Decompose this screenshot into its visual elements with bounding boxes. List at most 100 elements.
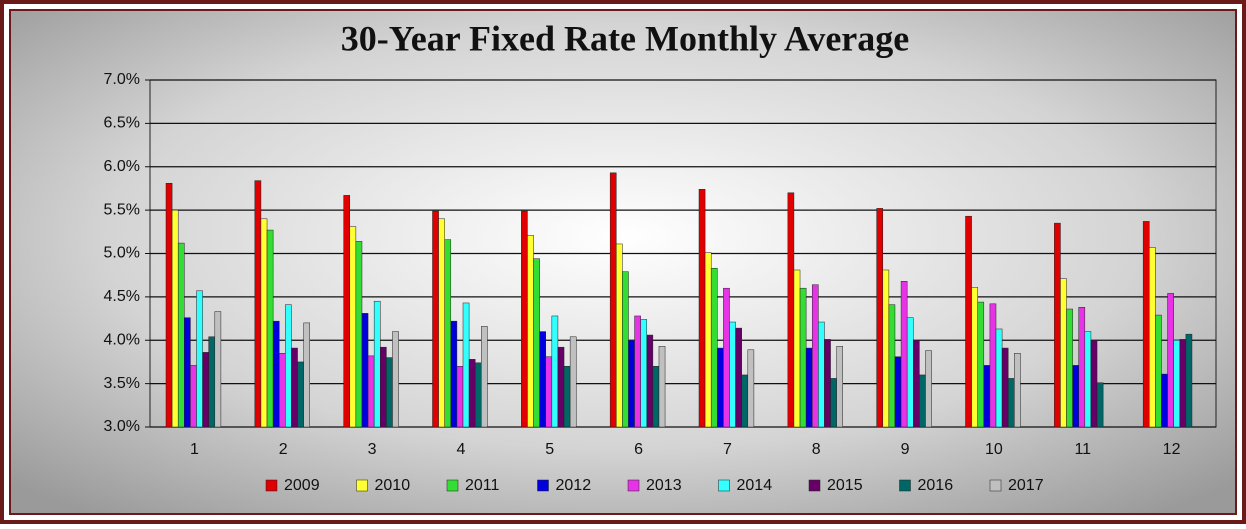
bar — [1090, 340, 1098, 428]
x-tick-label: 3 — [368, 441, 377, 458]
bar — [373, 300, 381, 428]
bar — [1054, 222, 1061, 428]
bar — [1001, 347, 1009, 428]
legend-swatch — [989, 479, 1002, 492]
legend-label: 2011 — [465, 477, 500, 494]
bar — [983, 365, 991, 428]
chart-background — [9, 9, 1237, 515]
bar — [545, 356, 553, 428]
legend-swatch — [537, 479, 549, 492]
bar — [741, 374, 749, 428]
y-tick-label: 6.0% — [104, 158, 140, 175]
bar — [882, 269, 890, 428]
x-tick-label: 8 — [812, 441, 821, 458]
bar — [569, 336, 577, 428]
bar — [1014, 353, 1021, 428]
bar — [456, 366, 464, 428]
legend-label: 2015 — [827, 477, 863, 494]
bar — [836, 346, 843, 428]
bar — [444, 239, 452, 428]
bar — [432, 210, 439, 428]
legend-label: 2013 — [646, 477, 682, 494]
bar — [214, 311, 222, 428]
bar — [438, 218, 445, 428]
bar — [634, 315, 641, 428]
bar — [616, 243, 623, 428]
bar — [297, 361, 304, 428]
bar — [1155, 314, 1162, 428]
bar — [1161, 373, 1168, 428]
bar — [563, 366, 571, 428]
bar — [533, 258, 540, 428]
x-tick-label: 10 — [985, 441, 1003, 458]
legend-label: 2017 — [1008, 477, 1044, 494]
bar — [254, 180, 262, 428]
bar — [386, 357, 393, 428]
legend-swatch — [356, 479, 368, 492]
legend-label: 2016 — [918, 477, 954, 494]
y-tick-label: 5.0% — [104, 245, 140, 262]
x-tick-label: 9 — [901, 441, 910, 458]
bar — [906, 317, 914, 428]
x-tick-label: 1 — [190, 441, 199, 458]
bar — [640, 319, 648, 428]
bar — [1167, 293, 1174, 428]
bar — [361, 313, 369, 428]
bar — [646, 334, 654, 428]
bar — [787, 192, 795, 428]
bar — [805, 347, 813, 428]
bar — [272, 320, 280, 428]
bar — [349, 226, 357, 428]
legend-label: 2014 — [737, 477, 773, 494]
x-tick-label: 12 — [1163, 441, 1181, 458]
legend-swatch — [446, 479, 459, 492]
bar — [622, 271, 629, 428]
bar — [355, 241, 363, 428]
legend-swatch — [718, 479, 730, 492]
legend-label: 2012 — [556, 477, 592, 494]
bar — [468, 359, 476, 428]
x-tick-label: 7 — [723, 441, 732, 458]
legend-swatch — [265, 479, 278, 492]
bar — [462, 302, 470, 428]
x-tick-label: 11 — [1074, 441, 1091, 458]
bar — [202, 352, 209, 428]
bar — [888, 304, 896, 428]
bar — [1072, 365, 1079, 428]
bar — [989, 303, 997, 428]
y-tick-label: 5.5% — [104, 201, 140, 218]
bar — [1142, 221, 1150, 428]
bar — [830, 378, 837, 428]
bar — [266, 229, 274, 428]
bar — [450, 320, 458, 428]
bar — [965, 215, 972, 428]
bar — [811, 284, 819, 428]
bar — [303, 322, 310, 428]
bar — [165, 182, 173, 428]
bar — [367, 355, 375, 428]
bar — [291, 347, 298, 428]
bar — [190, 365, 197, 428]
bar — [184, 317, 191, 428]
y-tick-label: 3.0% — [104, 418, 140, 435]
chart-title: 30-Year Fixed Rate Monthly Average — [341, 18, 910, 58]
bar — [735, 327, 742, 428]
bar — [285, 304, 292, 428]
legend-swatch — [899, 479, 911, 492]
bar — [521, 210, 528, 428]
bar — [1179, 339, 1187, 428]
bar — [717, 347, 724, 428]
bar — [658, 346, 666, 428]
bar — [551, 315, 559, 428]
bar — [1096, 382, 1104, 428]
y-tick-label: 4.0% — [104, 331, 140, 348]
y-tick-label: 7.0% — [104, 71, 140, 88]
bar — [1060, 278, 1067, 428]
bar — [628, 340, 635, 428]
bar — [539, 331, 546, 428]
x-tick-label: 2 — [279, 441, 288, 458]
legend-label: 2010 — [375, 477, 411, 494]
bar — [1084, 331, 1092, 428]
bar — [1007, 378, 1015, 428]
